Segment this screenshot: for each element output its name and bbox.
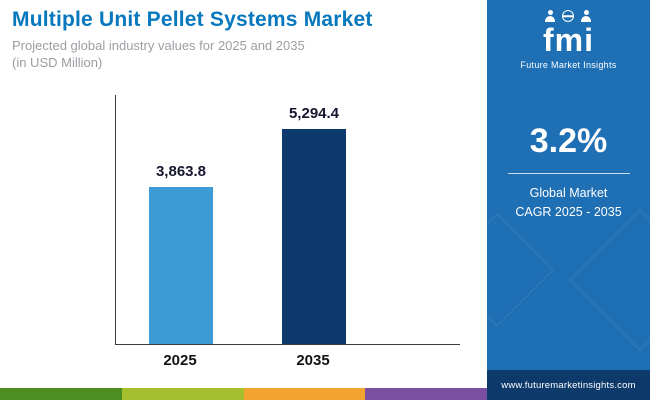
brand-panel: fmi Future Market Insights 3.2% Global M… (487, 0, 650, 400)
stripe (365, 388, 487, 400)
decorative-square (487, 213, 554, 327)
plot-area: 3,863.8 5,294.4 (115, 95, 460, 345)
x-axis-label-2035: 2035 (296, 352, 330, 369)
fmi-logo: fmi Future Market Insights (520, 10, 616, 70)
bar-group-2035: 5,294.4 (282, 105, 346, 344)
logo-tagline: Future Market Insights (520, 60, 617, 70)
chart-section: Multiple Unit Pellet Systems Market Proj… (0, 8, 487, 400)
bottom-stripes (0, 388, 487, 400)
logo-icons (520, 10, 616, 22)
bar-group-2025: 3,863.8 (149, 163, 213, 344)
globe-icon (562, 10, 575, 22)
cagr-line2: CAGR 2025 - 2035 (515, 205, 622, 220)
person-icon (580, 10, 592, 22)
cagr-label: Global Market CAGR 2025 - 2035 (515, 184, 621, 223)
bar-2025 (149, 187, 213, 344)
cagr-value: 3.2% (529, 122, 608, 160)
footer-url: www.futuremarketinsights.com (487, 370, 650, 400)
divider (507, 173, 630, 174)
cagr-line1: Global Market (529, 186, 608, 200)
header: Multiple Unit Pellet Systems Market Proj… (12, 8, 472, 72)
stripe (0, 388, 122, 400)
bar-value-2025: 3,863.8 (155, 163, 207, 180)
bar-value-2035: 5,294.4 (288, 105, 340, 122)
x-axis-label-2025: 2025 (163, 352, 197, 369)
page-title: Multiple Unit Pellet Systems Market (12, 8, 373, 31)
stripe (243, 388, 366, 400)
stripe (121, 388, 244, 400)
decorative-square (569, 209, 650, 351)
subtitle-line2: (in USD Million) (12, 54, 103, 70)
bar-2035 (282, 129, 346, 344)
logo-text: fmi (542, 22, 594, 58)
subtitle: Projected global industry values for 202… (12, 38, 472, 72)
person-icon (544, 10, 556, 22)
subtitle-line1: Projected global industry values for 202… (12, 38, 305, 53)
